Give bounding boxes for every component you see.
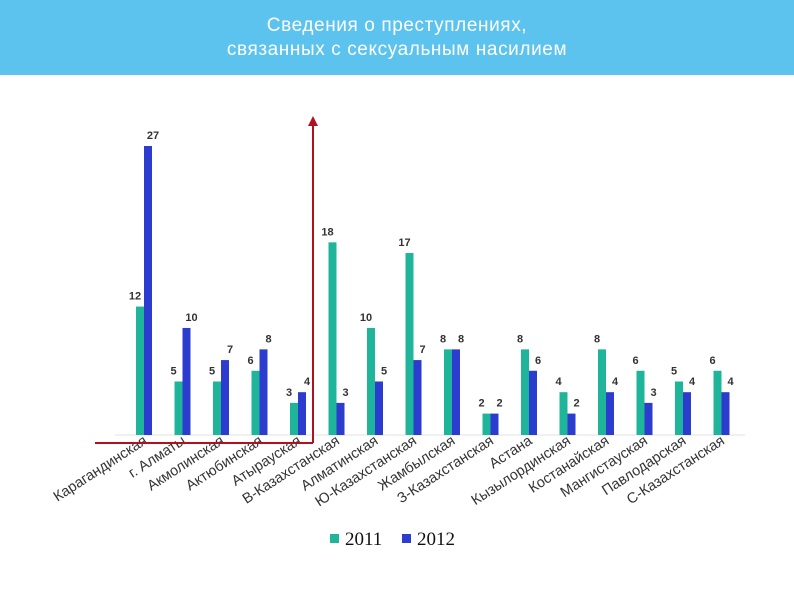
bar-2011-15 bbox=[675, 381, 683, 435]
value-label-2011-14: 6 bbox=[632, 355, 638, 367]
bar-2011-8 bbox=[405, 253, 414, 435]
value-label-2012-7: 5 bbox=[381, 365, 387, 377]
bar-2012-2 bbox=[182, 327, 191, 435]
bar-2012-12 bbox=[567, 413, 576, 435]
value-label-2012-5: 4 bbox=[304, 376, 311, 388]
value-label-2011-13: 8 bbox=[594, 333, 600, 345]
bar-2012-7 bbox=[375, 381, 383, 435]
page-title-line-1: Сведения о преступлениях, bbox=[266, 14, 528, 36]
value-label-2011-8: 17 bbox=[398, 237, 410, 249]
value-label-2011-3: 5 bbox=[209, 365, 215, 377]
value-label-2012-12: 2 bbox=[573, 398, 579, 410]
value-label-2011-15: 5 bbox=[671, 365, 677, 377]
bar-2011-11 bbox=[521, 349, 529, 435]
legend-swatch-2012 bbox=[402, 534, 411, 543]
value-label-2011-1: 12 bbox=[129, 291, 141, 303]
page-title-line-2: связанных с сексуальным насилием bbox=[226, 38, 568, 60]
value-label-2012-11: 6 bbox=[535, 355, 541, 367]
bar-2012-10 bbox=[490, 413, 499, 435]
bar-2011-7 bbox=[367, 327, 375, 435]
value-label-2011-16: 6 bbox=[709, 355, 715, 367]
bar-2011-3 bbox=[213, 381, 221, 435]
bar-2011-14 bbox=[636, 370, 645, 435]
value-label-2011-5: 3 bbox=[286, 387, 292, 399]
legend-swatch-2011 bbox=[330, 534, 339, 543]
bar-2011-6 bbox=[328, 242, 337, 435]
bar-2012-4 bbox=[259, 349, 268, 435]
value-label-2012-4: 8 bbox=[265, 333, 271, 345]
bar-2012-1 bbox=[144, 146, 152, 435]
value-label-2012-16: 4 bbox=[727, 376, 734, 388]
value-label-2012-14: 3 bbox=[650, 387, 656, 399]
value-label-2011-7: 10 bbox=[360, 312, 372, 324]
highlight-arrow-icon bbox=[308, 116, 318, 126]
title-banner: Сведения о преступлениях, связанных с се… bbox=[0, 0, 794, 75]
value-label-2011-4: 6 bbox=[247, 355, 253, 367]
bar-2011-9 bbox=[444, 349, 452, 435]
bar-2012-16 bbox=[721, 392, 730, 435]
value-label-2011-11: 8 bbox=[517, 333, 523, 345]
bar-2011-13 bbox=[598, 349, 606, 435]
bar-2012-15 bbox=[683, 392, 691, 435]
bar-2012-5 bbox=[298, 392, 306, 435]
bar-2011-1 bbox=[136, 306, 144, 435]
value-label-2012-2: 10 bbox=[185, 312, 197, 324]
value-label-2012-13: 4 bbox=[612, 376, 619, 388]
legend-label-2012: 2012 bbox=[417, 529, 455, 550]
value-label-2011-12: 4 bbox=[555, 376, 562, 388]
bar-2012-3 bbox=[221, 360, 229, 435]
bar-2011-5 bbox=[290, 402, 298, 435]
value-label-2012-9: 8 bbox=[458, 333, 464, 345]
value-label-2011-10: 2 bbox=[478, 398, 484, 410]
bar-2011-12 bbox=[559, 392, 568, 435]
bar-2011-4 bbox=[251, 370, 260, 435]
bar-2012-13 bbox=[606, 392, 614, 435]
legend-label-2011: 2011 bbox=[345, 529, 382, 550]
value-label-2012-3: 7 bbox=[227, 344, 233, 356]
value-label-2011-9: 8 bbox=[440, 333, 446, 345]
value-label-2011-6: 18 bbox=[321, 226, 333, 238]
value-label-2012-15: 4 bbox=[689, 376, 696, 388]
bar-2012-6 bbox=[336, 402, 345, 435]
value-label-2011-2: 5 bbox=[170, 365, 176, 377]
bar-2012-9 bbox=[452, 349, 460, 435]
bar-2012-14 bbox=[644, 402, 653, 435]
value-label-2012-6: 3 bbox=[342, 387, 348, 399]
bar-2011-10 bbox=[482, 413, 491, 435]
value-label-2012-10: 2 bbox=[496, 398, 502, 410]
bar-2011-2 bbox=[174, 381, 183, 435]
bar-2012-8 bbox=[413, 360, 422, 435]
value-label-2012-1: 27 bbox=[147, 130, 159, 142]
value-label-2012-8: 7 bbox=[419, 344, 425, 356]
bar-2012-11 bbox=[529, 370, 537, 435]
bar-2011-16 bbox=[713, 370, 722, 435]
